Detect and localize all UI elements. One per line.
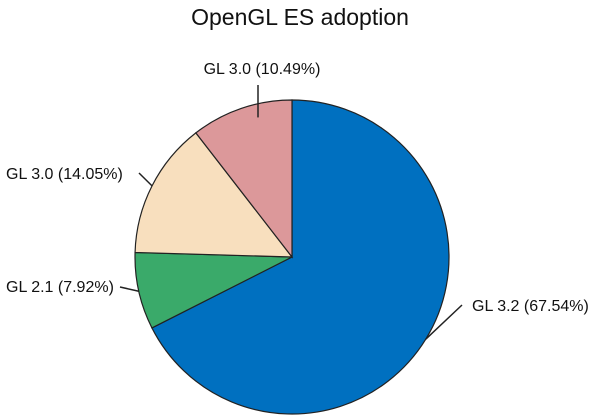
slice-label-2: GL 2.1 (7.92%) <box>6 279 114 296</box>
leader-line-2 <box>119 286 139 292</box>
pie-slice-3 <box>134 132 294 258</box>
chart-title: OpenGL ES adoption <box>191 4 409 30</box>
slice-label-4: GL 3.0 (10.49%) <box>204 61 321 78</box>
slice-label-1: GL 3.2 (67.54%) <box>472 298 589 315</box>
pie-slice-4 <box>195 99 293 259</box>
pie-slice-1 <box>151 99 450 415</box>
slice-label-3: GL 3.0 (14.05%) <box>6 166 123 183</box>
leader-line-3 <box>138 172 153 187</box>
leader-line-1 <box>425 304 463 340</box>
